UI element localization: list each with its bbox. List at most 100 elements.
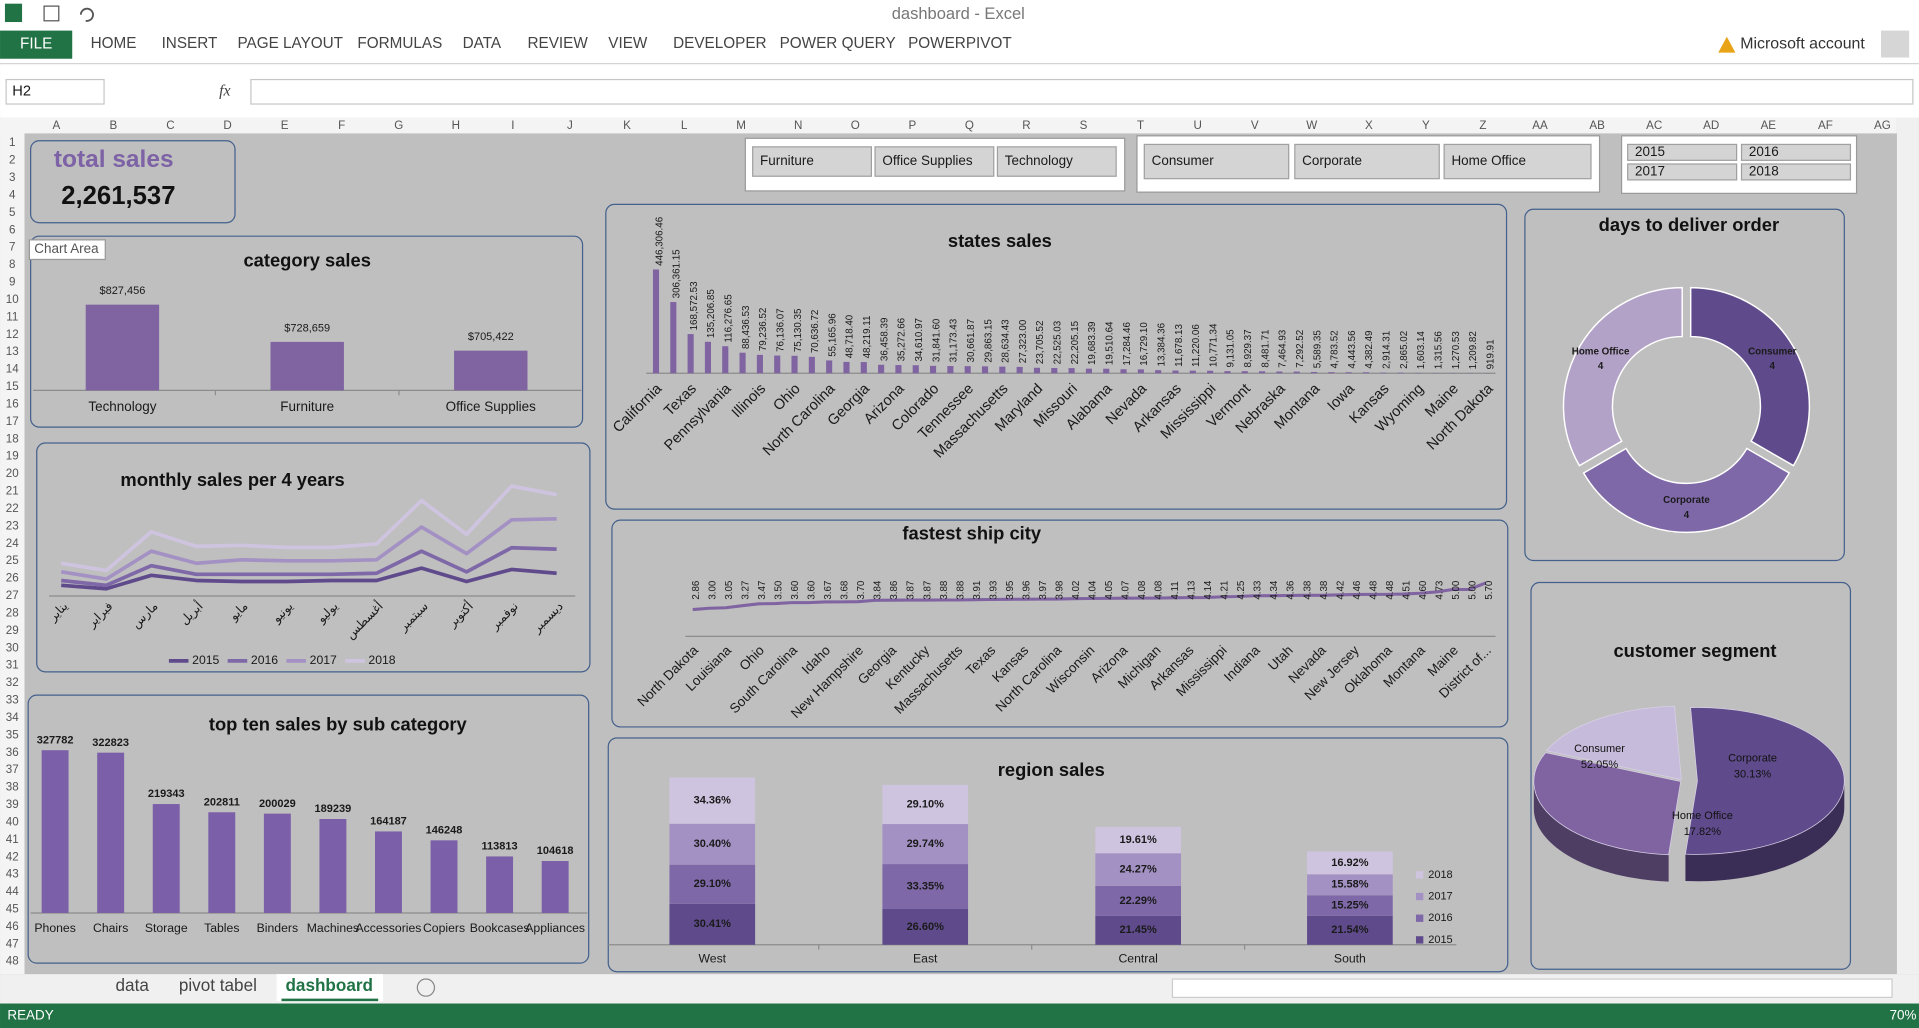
slice-value: 17.82% (1684, 826, 1722, 838)
slicer-button[interactable] (1627, 163, 1738, 181)
ribbon-tab[interactable]: POWER QUERY (780, 35, 896, 52)
file-tab-bg[interactable] (0, 30, 73, 59)
data-label: 4.07 (1121, 581, 1132, 600)
ribbon-tab[interactable]: HOME (91, 35, 137, 52)
data-label: $827,456 (99, 285, 145, 297)
function-icon[interactable]: fx (219, 82, 230, 99)
ribbon-tab[interactable]: INSERT (162, 35, 218, 52)
legend-label: 2016 (251, 653, 278, 667)
slicer-item[interactable]: Corporate (1302, 153, 1362, 168)
ribbon-tab[interactable]: DATA (463, 35, 502, 52)
bar (1016, 366, 1023, 374)
data-label: 1,270.53 (1451, 331, 1462, 370)
data-label: 35,272.66 (897, 317, 908, 361)
ribbon-tab[interactable]: VIEW (608, 35, 648, 52)
ribbon-tab[interactable]: FORMULAS (357, 35, 442, 52)
row-header: 42 (6, 850, 19, 863)
chart-title: days to deliver order (1599, 214, 1779, 235)
file-tab[interactable]: FILE (20, 36, 52, 53)
legend-label: 2018 (1428, 869, 1452, 881)
data-label: 48,219.11 (862, 316, 873, 359)
slicer-item[interactable]: Furniture (760, 153, 814, 168)
slicer-button[interactable] (1740, 143, 1852, 161)
account[interactable]: Microsoft account (1740, 35, 1865, 52)
data-label: 4.38 (1302, 580, 1313, 600)
sheet-tab[interactable]: pivot tabel (179, 975, 257, 995)
slicer-item[interactable]: 2017 (1635, 164, 1665, 179)
avatar[interactable] (1881, 30, 1910, 58)
sheet-tab[interactable]: dashboard (285, 975, 373, 995)
bar (263, 813, 291, 913)
row-header: 12 (6, 328, 19, 341)
bar-segment (669, 777, 756, 824)
ribbon-tab[interactable]: DEVELOPER (673, 35, 766, 52)
sheet-tab[interactable]: data (116, 975, 150, 995)
vertical-scrollbar[interactable] (1896, 117, 1919, 975)
zoom-level[interactable]: 70% (1890, 1007, 1917, 1022)
ribbon-tab[interactable]: REVIEW (527, 35, 588, 52)
row-header: 14 (6, 363, 19, 376)
row-header: 5 (9, 206, 15, 219)
slicer-item[interactable]: Office Supplies (882, 153, 973, 168)
data-label: 4,382.49 (1364, 330, 1375, 368)
ribbon-tab[interactable]: POWERPIVOT (908, 35, 1012, 52)
category-label: Copiers (423, 921, 465, 935)
row-header: 4 (9, 188, 16, 201)
slicer-item[interactable]: 2018 (1749, 164, 1779, 179)
excel-icon (4, 3, 23, 23)
data-label: 4.25 (1236, 580, 1247, 600)
slicer-item[interactable]: Home Office (1451, 153, 1526, 168)
data-label: 3.84 (873, 580, 884, 600)
data-label: 8,481.71 (1260, 330, 1271, 368)
slicer-button[interactable] (1627, 143, 1738, 161)
data-label: 4.08 (1137, 580, 1148, 600)
row-header: 34 (6, 711, 19, 724)
data-label: 31,841.60 (931, 318, 942, 362)
column-header: O (851, 119, 860, 132)
column-header: P (908, 119, 916, 132)
active-tab-bg[interactable] (276, 974, 384, 1002)
slicer-item[interactable]: Technology (1005, 153, 1073, 168)
bar (1137, 369, 1144, 374)
ribbon-tab[interactable]: PAGE LAYOUT (237, 35, 343, 52)
data-label: 76,136.07 (775, 308, 786, 352)
horizontal-scrollbar[interactable] (1171, 978, 1893, 999)
bar (1224, 371, 1231, 374)
slicer-button[interactable] (1143, 143, 1290, 180)
data-label: 116,276.65 (724, 294, 735, 343)
bar-segment (1307, 915, 1393, 945)
legend-label: 2018 (368, 653, 395, 667)
new-sheet-button[interactable] (416, 978, 436, 997)
column-header: L (681, 119, 688, 132)
save-icon[interactable] (43, 5, 60, 22)
slicer-button[interactable] (874, 146, 995, 177)
data-label: 30.40% (694, 838, 732, 850)
row-header: 15 (6, 380, 19, 393)
data-label: $728,659 (284, 322, 330, 334)
slicer-item[interactable]: 2015 (1635, 144, 1665, 159)
legend-label: 2017 (1428, 890, 1452, 902)
kpi-title: total sales (54, 146, 174, 173)
slicer-item[interactable]: 2016 (1749, 144, 1779, 159)
slicer-button[interactable] (1294, 143, 1440, 180)
undo-icon[interactable] (79, 7, 94, 22)
name-box[interactable] (5, 78, 105, 105)
slicer-item[interactable]: Consumer (1152, 153, 1215, 168)
category-label: Phones (34, 921, 75, 935)
column-header: C (166, 119, 174, 132)
slicer-button[interactable] (1443, 143, 1592, 180)
chart-frame (27, 694, 590, 964)
data-label: 4.13 (1187, 580, 1198, 600)
data-label: 30,661.87 (966, 319, 977, 363)
chart-title: fastest ship city (902, 523, 1041, 544)
slicer-button[interactable] (1740, 163, 1852, 181)
slicer-button[interactable] (752, 146, 872, 177)
data-label: 5.70 (1484, 580, 1495, 600)
row-header: 30 (6, 641, 19, 654)
bar-segment (1095, 885, 1182, 916)
formula-input[interactable] (250, 78, 1914, 105)
data-label: 29.10% (907, 798, 945, 810)
slicer-button[interactable] (996, 146, 1117, 177)
bar (1033, 367, 1041, 374)
data-label: 3.68 (840, 580, 851, 600)
